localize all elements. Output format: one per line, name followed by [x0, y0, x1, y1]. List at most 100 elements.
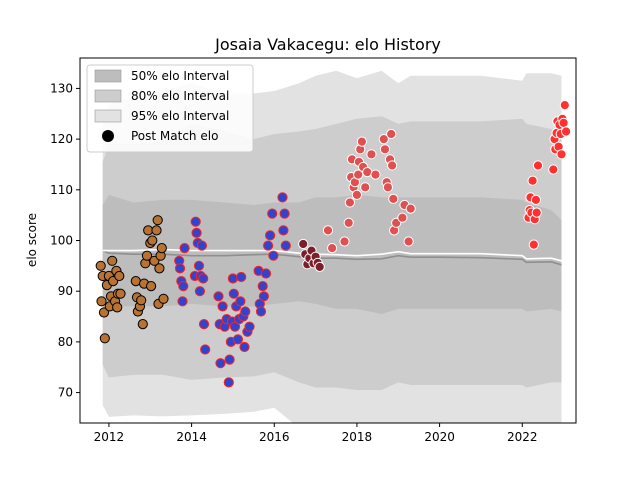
data-point: [559, 100, 570, 111]
data-point: [327, 243, 338, 254]
data-point: [107, 255, 118, 266]
data-point: [277, 192, 288, 203]
x-tick-label: 2022: [507, 430, 538, 444]
data-point: [174, 263, 186, 274]
data-point: [193, 260, 205, 271]
data-point: [236, 271, 247, 283]
legend-label: Post Match elo: [131, 129, 218, 143]
x-tick-label: 2014: [176, 430, 207, 444]
legend-swatch-95: [94, 109, 122, 123]
data-point: [397, 212, 408, 223]
data-point: [158, 293, 169, 304]
data-point: [260, 268, 272, 279]
data-point: [388, 193, 399, 204]
data-point: [232, 334, 243, 345]
data-point: [531, 207, 542, 218]
x-tick-label: 2012: [94, 430, 125, 444]
legend-swatch-80: [94, 89, 122, 103]
data-point: [267, 208, 278, 219]
data-point: [532, 160, 544, 171]
data-point: [344, 197, 355, 208]
data-point: [258, 291, 269, 302]
data-point: [405, 203, 416, 214]
data-point: [115, 288, 126, 299]
y-tick-label: 100: [50, 234, 73, 248]
y-tick-label: 120: [50, 132, 73, 146]
data-point: [141, 250, 153, 261]
data-point: [366, 149, 377, 160]
data-point: [190, 216, 201, 227]
data-point: [530, 194, 542, 205]
data-point: [179, 243, 190, 254]
data-point: [403, 236, 414, 247]
data-point: [378, 134, 389, 145]
x-axis: 2012 2014 2016 2018 2020 2022: [94, 423, 538, 444]
data-point: [98, 307, 110, 318]
data-point: [198, 319, 210, 330]
data-point: [268, 250, 279, 261]
data-point: [136, 295, 147, 306]
data-point: [556, 149, 567, 160]
data-point: [147, 235, 158, 246]
data-point: [228, 288, 239, 299]
data-point: [360, 182, 371, 193]
legend: 50% elo Interval 80% elo Interval 95% elo …: [86, 64, 254, 153]
y-axis: 70 80 90 100 110 120 130: [50, 81, 80, 400]
data-point: [339, 236, 350, 247]
data-point: [112, 302, 123, 313]
data-point: [386, 128, 397, 140]
legend-marker-post-match: [102, 130, 114, 142]
data-point: [255, 306, 267, 317]
data-point: [178, 281, 189, 292]
median-line: [102, 249, 562, 266]
y-tick-label: 80: [58, 335, 73, 349]
data-point: [235, 296, 246, 307]
data-point: [151, 225, 162, 236]
data-point: [196, 240, 207, 251]
data-point: [227, 273, 238, 284]
data-point: [244, 321, 255, 332]
legend-swatch-50: [94, 69, 122, 83]
data-point: [263, 240, 274, 251]
data-point: [278, 225, 289, 236]
data-point: [146, 281, 157, 292]
legend-label: 80% elo Interval: [131, 89, 229, 103]
data-point: [370, 169, 381, 180]
data-point: [95, 260, 106, 271]
data-point: [314, 261, 325, 272]
legend-box: [86, 64, 254, 153]
data-point: [382, 182, 393, 193]
y-tick-label: 130: [50, 81, 73, 95]
data-point: [200, 344, 211, 355]
data-point: [198, 273, 209, 284]
data-point: [356, 136, 367, 147]
data-point: [257, 281, 268, 292]
chart-title: Josaia Vakacegu: elo History: [214, 35, 441, 54]
y-tick-label: 90: [58, 284, 73, 298]
data-point: [240, 306, 251, 317]
mean-line: [102, 248, 562, 262]
data-point: [527, 175, 538, 186]
data-point: [548, 164, 559, 175]
trend-lines: [102, 248, 562, 266]
data-point: [280, 240, 291, 251]
x-tick-label: 2016: [259, 430, 290, 444]
data-point: [223, 377, 234, 388]
data-point: [152, 215, 163, 226]
data-point: [558, 117, 569, 129]
x-tick-label: 2020: [424, 430, 455, 444]
data-point: [154, 263, 165, 274]
data-point: [130, 276, 141, 287]
data-point: [191, 227, 202, 238]
data-point: [194, 286, 205, 297]
legend-label: 95% elo Interval: [131, 109, 229, 123]
data-point: [177, 296, 188, 307]
data-point: [387, 160, 398, 171]
data-point: [137, 319, 148, 330]
data-point: [239, 341, 250, 353]
data-point: [528, 239, 539, 250]
data-point: [213, 291, 224, 302]
data-point: [114, 270, 125, 282]
